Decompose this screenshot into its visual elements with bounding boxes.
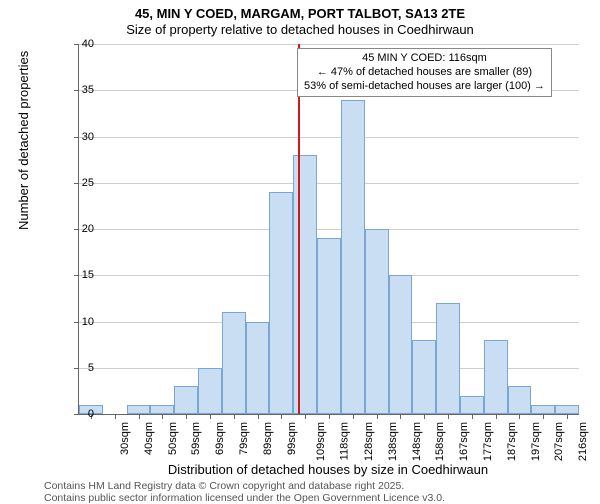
histogram-bar [460,396,484,415]
xtick-mark [519,414,520,419]
histogram-bar [317,238,341,414]
ytick-label: 0 [64,408,94,420]
xtick-label: 30sqm [119,422,131,455]
footer-attribution-2: Contains public sector information licen… [44,492,445,504]
xtick-mark [567,414,568,419]
ytick-label: 20 [64,223,94,235]
chart-title-address: 45, MIN Y COED, MARGAM, PORT TALBOT, SA1… [0,6,600,21]
xtick-mark [115,414,116,419]
ytick-label: 35 [64,84,94,96]
xtick-label: 207sqm [554,422,566,461]
xtick-label: 118sqm [339,422,351,460]
chart-subtitle: Size of property relative to detached ho… [0,22,600,37]
histogram-bar [389,275,413,414]
xtick-label: 197sqm [530,422,542,461]
annotation-line: 53% of semi-detached houses are larger (… [304,80,545,94]
histogram-bar [436,303,460,414]
histogram-bar [341,100,365,415]
histogram-bar [174,386,198,414]
histogram-bar [555,405,579,414]
xtick-mark [210,414,211,419]
histogram-bar [412,340,436,414]
histogram-plot-area: 45 MIN Y COED: 116sqm← 47% of detached h… [78,44,579,415]
xtick-mark [281,414,282,419]
xtick-mark [496,414,497,419]
histogram-bar [198,368,222,414]
annotation-line: 45 MIN Y COED: 116sqm [304,52,545,66]
reference-line [298,44,300,414]
xtick-mark [234,414,235,419]
xtick-mark [424,414,425,419]
annotation-box: 45 MIN Y COED: 116sqm← 47% of detached h… [297,48,552,97]
xtick-label: 69sqm [214,422,226,455]
xtick-label: 40sqm [143,422,155,455]
xtick-mark [353,414,354,419]
xtick-label: 59sqm [190,422,202,455]
xtick-label: 79sqm [238,422,250,455]
xtick-mark [305,414,306,419]
xtick-label: 148sqm [411,422,423,461]
xtick-mark [472,414,473,419]
xtick-mark [139,414,140,419]
histogram-bar [508,386,532,414]
xtick-label: 216sqm [577,422,589,461]
histogram-bar [484,340,508,414]
xtick-mark [258,414,259,419]
x-axis-label: Distribution of detached houses by size … [78,462,578,477]
histogram-bar [222,312,246,414]
histogram-bar [127,405,151,414]
xtick-mark [329,414,330,419]
xtick-mark [543,414,544,419]
annotation-line: ← 47% of detached houses are smaller (89… [304,66,545,80]
ytick-label: 5 [64,362,94,374]
histogram-bar [531,405,555,414]
xtick-mark [448,414,449,419]
xtick-label: 99sqm [286,422,298,455]
xtick-label: 109sqm [316,422,328,461]
xtick-label: 50sqm [167,422,179,455]
gridline-h [79,183,579,184]
gridline-h [79,137,579,138]
y-axis-label: Number of detached properties [16,51,31,230]
xtick-mark [186,414,187,419]
xtick-label: 187sqm [506,422,518,461]
xtick-mark [377,414,378,419]
xtick-label: 128sqm [363,422,375,461]
ytick-label: 10 [64,316,94,328]
xtick-label: 158sqm [435,422,447,461]
ytick-label: 40 [64,38,94,50]
histogram-bar [269,192,293,414]
xtick-mark [400,414,401,419]
ytick-label: 30 [64,131,94,143]
histogram-bar [365,229,389,414]
xtick-label: 177sqm [482,422,494,461]
histogram-bar [150,405,174,414]
footer-attribution-1: Contains HM Land Registry data © Crown c… [44,480,404,492]
histogram-bar [246,322,270,415]
gridline-h [79,229,579,230]
ytick-label: 15 [64,269,94,281]
gridline-h [79,44,579,45]
xtick-label: 89sqm [262,422,274,455]
xtick-label: 167sqm [458,422,470,461]
xtick-label: 138sqm [387,422,399,461]
xtick-mark [162,414,163,419]
ytick-label: 25 [64,177,94,189]
